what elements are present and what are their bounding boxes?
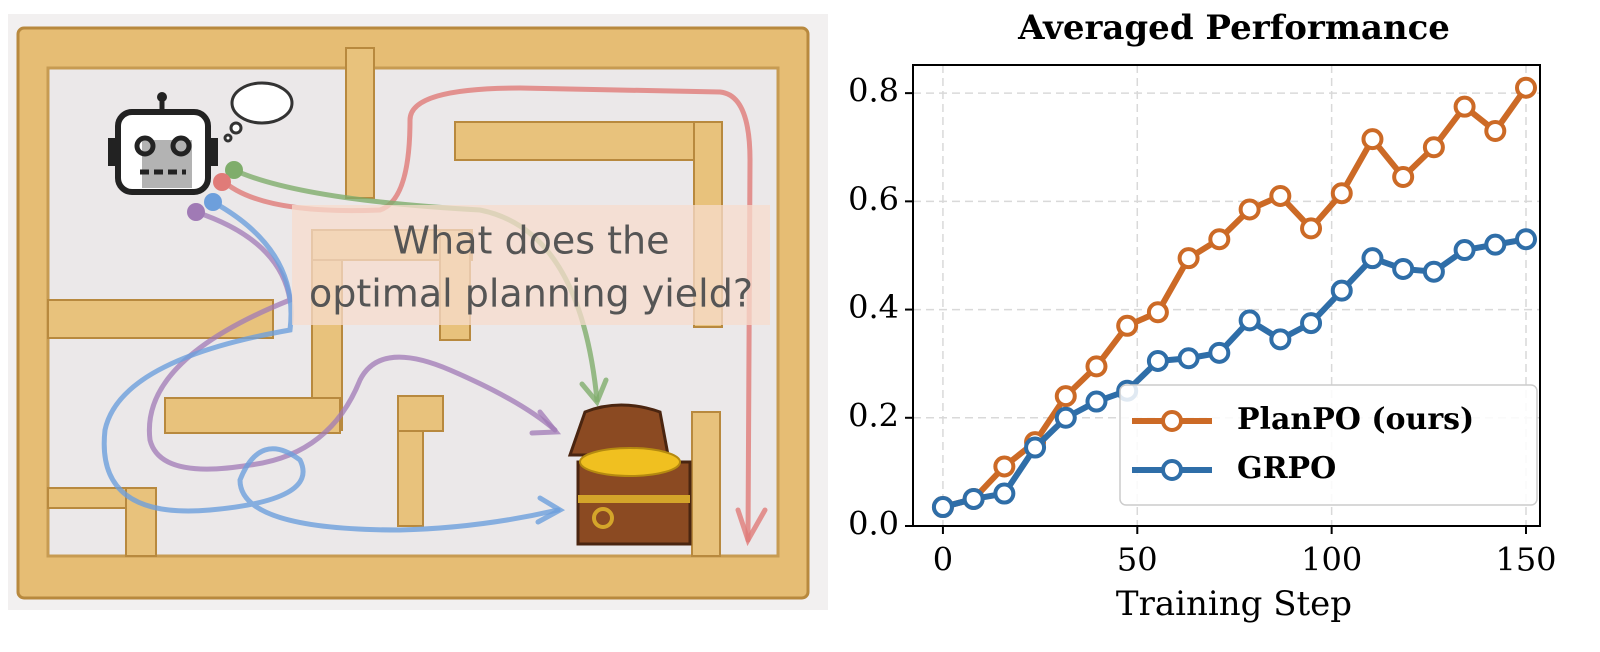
data-point: [962, 487, 985, 510]
x-tick-label: 50: [1117, 541, 1158, 579]
legend-marker: [1161, 410, 1183, 432]
data-point: [1361, 247, 1384, 270]
data-point: [1330, 279, 1353, 302]
legend-label: PlanPO (ours): [1237, 402, 1474, 437]
robot-icon: [108, 81, 294, 195]
data-point: [1269, 184, 1292, 207]
data-point: [1300, 312, 1323, 335]
data-point: [931, 496, 954, 519]
data-point: [1269, 328, 1292, 351]
data-point: [1515, 228, 1538, 251]
data-point: [1054, 385, 1077, 408]
caption-line: What does the: [393, 219, 670, 263]
data-point: [1453, 239, 1476, 262]
data-point: [1085, 390, 1108, 413]
legend-label: GRPO: [1237, 451, 1336, 486]
data-point: [1177, 347, 1200, 370]
legend-box: [1119, 384, 1538, 506]
x-tick-label: 150: [1495, 541, 1556, 579]
data-point: [1054, 406, 1077, 429]
data-point: [1484, 233, 1507, 256]
x-tick-label: 0: [933, 541, 953, 579]
legend-marker: [1161, 459, 1183, 481]
data-point: [1484, 120, 1507, 143]
data-point: [1146, 349, 1169, 372]
maze-illustration: What does the optimal planning yield?: [8, 14, 828, 610]
data-point: [1392, 257, 1415, 280]
data-point: [1116, 314, 1139, 337]
plot-frame: [912, 64, 1541, 527]
caption-box: [292, 205, 770, 325]
line-chart: Averaged Performance Training Step 0.0 0.…: [848, 8, 1556, 624]
data-point: [1238, 198, 1261, 221]
data-point: [1361, 128, 1384, 151]
caption-line: optimal planning yield?: [309, 272, 753, 316]
data-point: [1238, 309, 1261, 332]
chart-title: Averaged Performance: [1017, 8, 1450, 48]
data-point: [1146, 301, 1169, 324]
x-axis-label: Training Step: [1116, 584, 1352, 624]
data-point: [1422, 136, 1445, 159]
data-point: [1208, 228, 1231, 251]
data-point: [1515, 76, 1538, 99]
data-point: [1453, 95, 1476, 118]
y-tick-label: 0.2: [848, 396, 899, 434]
data-point: [993, 482, 1016, 505]
data-point: [1330, 182, 1353, 205]
y-tick-label: 0.4: [848, 288, 899, 326]
y-tick-label: 0.0: [848, 505, 899, 543]
data-point: [993, 455, 1016, 478]
data-point: [1422, 260, 1445, 283]
data-point: [1392, 166, 1415, 189]
data-point: [1300, 217, 1323, 240]
data-point: [1024, 436, 1047, 459]
data-point: [1208, 341, 1231, 364]
treasure-chest: [567, 403, 692, 546]
data-point: [1085, 355, 1108, 378]
x-tick-label: 100: [1301, 541, 1362, 579]
y-tick-label: 0.8: [848, 72, 899, 110]
y-tick-label: 0.6: [848, 180, 899, 218]
data-point: [1177, 247, 1200, 270]
